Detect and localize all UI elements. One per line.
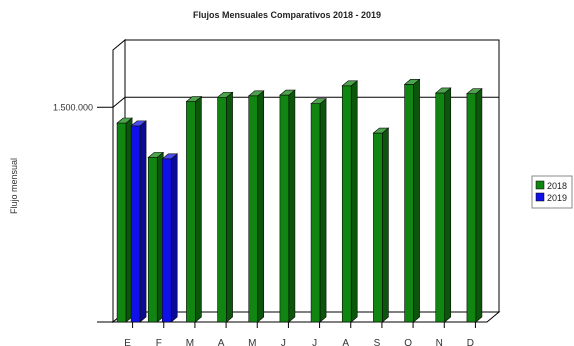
x-tick-label: F: [156, 338, 162, 346]
bar-2018-2: [185, 95, 203, 323]
legend-swatch: [535, 180, 545, 190]
gridline: [112, 96, 499, 108]
bar-2018-7: [341, 80, 359, 323]
legend-swatch: [535, 192, 545, 202]
bar-2019-0: [130, 120, 147, 323]
x-tick-label: O: [404, 338, 412, 346]
bars: [116, 78, 483, 323]
legend: 2018 2019: [531, 175, 573, 209]
x-tick-label: N: [436, 338, 443, 346]
x-tick-label: D: [467, 338, 474, 346]
x-tick-label: M: [186, 338, 194, 346]
x-tick-label: M: [248, 338, 256, 346]
legend-label: 2019: [547, 193, 567, 203]
x-tick-label: S: [374, 338, 381, 346]
bar-2018-0: [116, 117, 133, 323]
bar-2018-3: [216, 91, 234, 323]
bar-2018-9: [403, 78, 421, 323]
bar-2018-5: [279, 89, 296, 323]
bar-2018-6: [310, 98, 327, 323]
x-tick-label: E: [124, 338, 131, 346]
bar-2018-1: [147, 151, 165, 323]
bar-2018-11: [466, 88, 483, 323]
chart-title: Flujos Mensuales Comparativos 2018 - 201…: [193, 10, 381, 20]
x-tick-label: A: [218, 338, 225, 346]
x-tick-label: A: [342, 338, 349, 346]
y-ticks: 1.500.000: [53, 102, 113, 323]
bar-2018-8: [372, 127, 390, 323]
x-tick-label: J: [312, 338, 317, 346]
y-tick-label: 1.500.000: [53, 102, 93, 112]
bar-2018-4: [247, 90, 265, 323]
legend-label: 2018: [547, 181, 567, 191]
x-tick-label: J: [281, 338, 286, 346]
bar-2018-10: [434, 87, 452, 323]
y-axis-label: Flujo mensual: [9, 158, 19, 214]
bar-2019-1: [161, 153, 179, 323]
gridlines: [112, 96, 499, 108]
